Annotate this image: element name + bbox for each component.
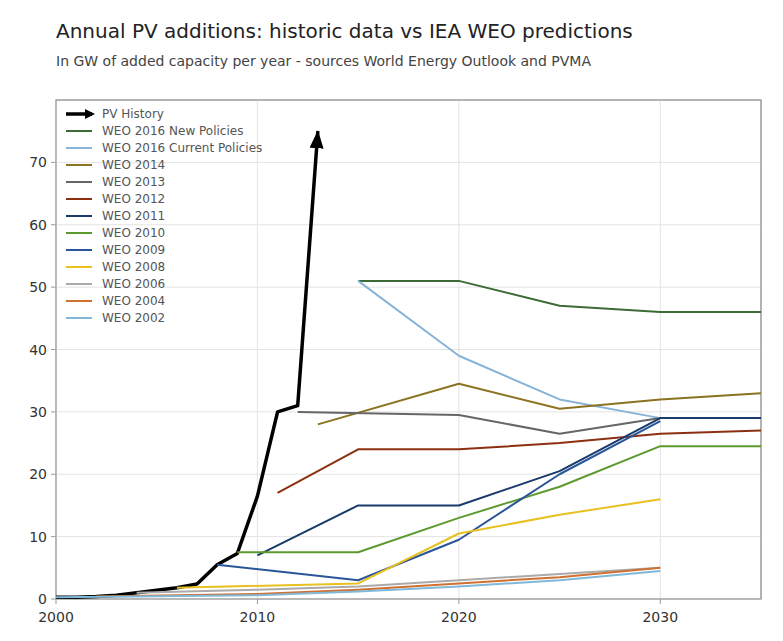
grid-line [257,100,258,599]
legend-swatch [66,147,92,149]
legend-label: WEO 2013 [102,175,165,189]
tick-mark [51,287,56,288]
legend-swatch [66,164,92,166]
series-line [96,568,660,597]
title: Annual PV additions: historic data vs IE… [56,19,633,43]
plot-frame [56,100,761,599]
tick-label: 50 [29,279,47,295]
tick-label: 2030 [642,609,678,625]
legend-swatch [66,300,92,302]
legend-swatch [66,181,92,183]
tick-mark [458,599,459,604]
series-group [56,131,761,597]
grid-line [56,349,761,350]
legend-label: WEO 2016 Current Policies [102,141,262,155]
legend-swatch [66,232,92,234]
legend-label: WEO 2008 [102,260,165,274]
legend-swatch [66,130,92,132]
legend-label: WEO 2009 [102,243,165,257]
legend: PV History WEO 2016 New Policies WEO 2016 … [66,107,262,325]
grid-line [458,100,459,599]
series-line [298,412,761,434]
tick-mark [51,349,56,350]
grid-line [660,100,661,599]
legend-label: WEO 2012 [102,192,165,206]
series-line [278,431,761,493]
tick-mark [51,474,56,475]
legend-label: WEO 2011 [102,209,165,223]
legend-label: PV History [102,107,164,121]
tick-mark [51,224,56,225]
tick-mark [660,599,661,604]
tick-label: 2000 [38,609,74,625]
legend-swatch [66,317,92,319]
tick-mark [51,536,56,537]
legend-swatch [66,266,92,268]
legend-swatch [85,109,95,119]
grid-line [56,411,761,412]
tick-mark [56,599,57,604]
legend-swatch [66,283,92,285]
tick-mark [51,411,56,412]
legend-label: WEO 2014 [102,158,165,172]
subtitle: In GW of added capacity per year - sourc… [56,53,591,69]
tick-label: 30 [29,404,47,420]
series-line [217,421,660,580]
tick-label: 0 [38,591,47,607]
legend-label: WEO 2006 [102,277,165,291]
legend-label: WEO 2010 [102,226,165,240]
legend-label: WEO 2002 [102,311,165,325]
legend-swatch [66,249,92,251]
series-line [56,571,660,597]
series-line [257,418,761,555]
tick-label: 60 [29,217,47,233]
grid-line [56,474,761,475]
tick-label: 2020 [441,609,477,625]
tick-label: 70 [29,154,47,170]
legend-label: WEO 2004 [102,294,165,308]
legend-swatch [66,215,92,217]
tick-label: 40 [29,342,47,358]
legend-swatch [66,198,92,200]
tick-label: 10 [29,529,47,545]
tick-label: 2010 [240,609,276,625]
tick-mark [51,599,56,600]
series-line [56,131,318,597]
axis-frame [56,100,761,599]
tick-mark [257,599,258,604]
legend-label: WEO 2016 New Policies [102,124,243,138]
chart: Annual PV additions: historic data vs IE… [0,0,783,641]
tick-label: 20 [29,466,47,482]
series-line [237,446,761,552]
grid-line [56,536,761,537]
tick-mark [51,162,56,163]
series-line [358,281,761,312]
